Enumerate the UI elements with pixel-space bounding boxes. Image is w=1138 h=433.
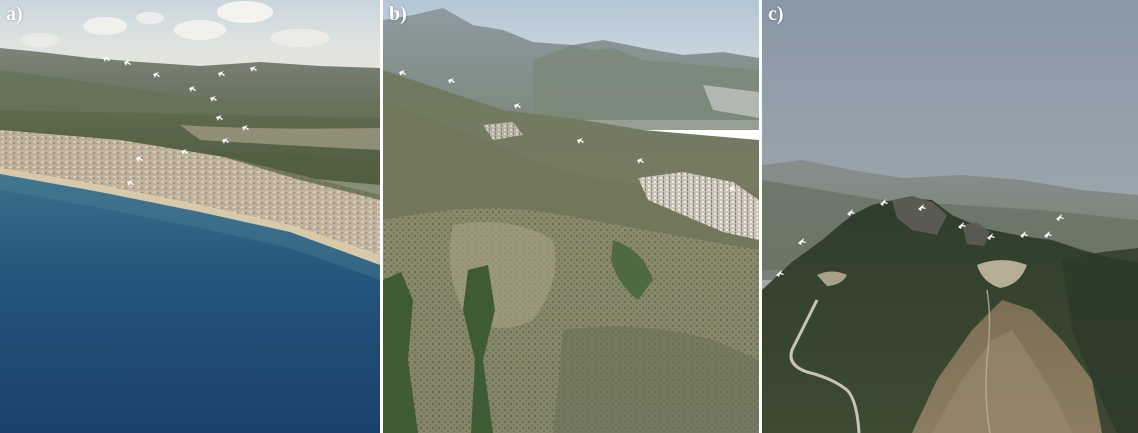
mountain-ridge-aerial-photo — [762, 0, 1138, 433]
hillside-aerial-photo — [383, 0, 759, 433]
panel-label-b: b) — [389, 3, 407, 25]
photo-panel-b: b) — [383, 0, 759, 433]
photo-panel-a: a) — [0, 0, 380, 433]
panel-label-a: a) — [6, 3, 23, 25]
coastal-aerial-photo — [0, 0, 380, 433]
photo-panel-c: c) — [762, 0, 1138, 433]
panel-label-c: c) — [768, 3, 784, 25]
